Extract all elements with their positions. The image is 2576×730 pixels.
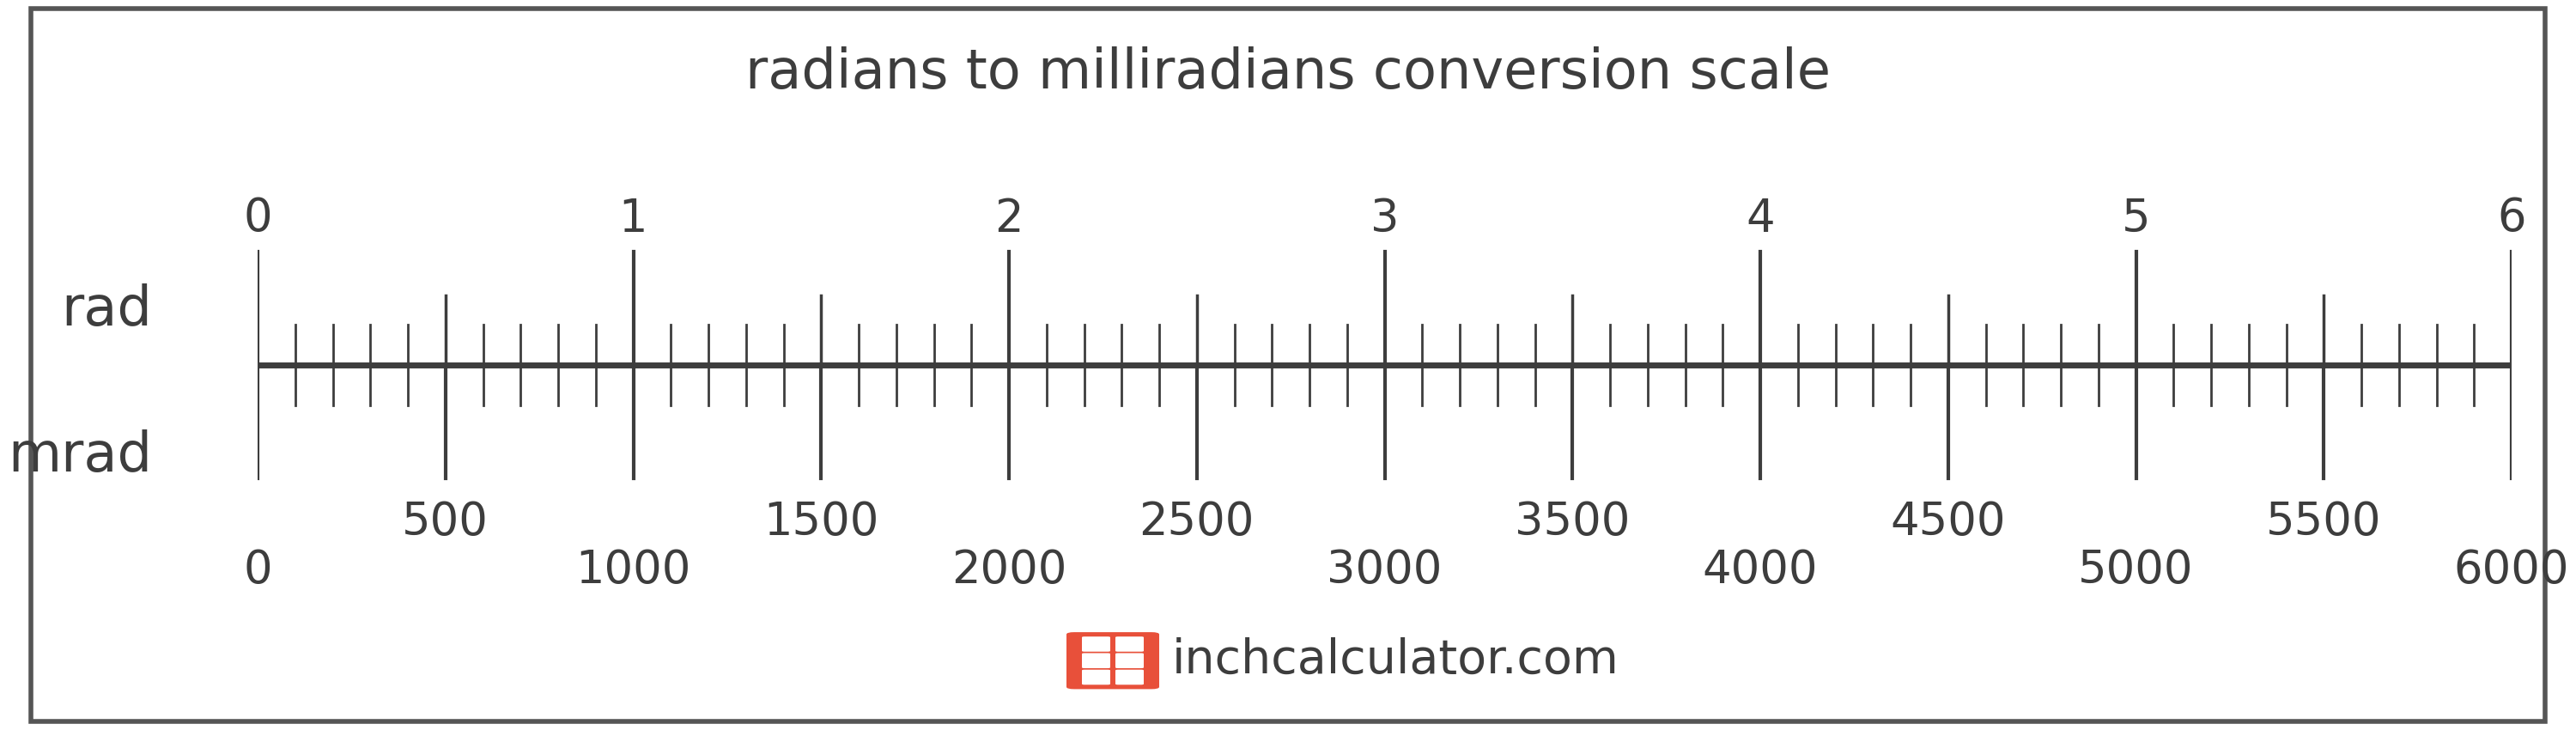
FancyBboxPatch shape <box>1115 653 1144 668</box>
Text: 500: 500 <box>402 500 489 545</box>
FancyBboxPatch shape <box>1115 637 1144 652</box>
Text: 5500: 5500 <box>2267 500 2380 545</box>
FancyBboxPatch shape <box>1082 669 1110 685</box>
Text: 4000: 4000 <box>1703 548 1819 592</box>
Text: 3500: 3500 <box>1515 500 1631 545</box>
Text: 1500: 1500 <box>762 500 878 545</box>
Text: 1000: 1000 <box>574 548 690 592</box>
Text: 2000: 2000 <box>951 548 1066 592</box>
Text: rad: rad <box>62 284 152 337</box>
Text: 2500: 2500 <box>1139 500 1255 545</box>
Text: 4500: 4500 <box>1891 500 2007 545</box>
Text: inchcalculator.com: inchcalculator.com <box>1172 637 1620 684</box>
Text: 3: 3 <box>1370 196 1399 241</box>
Text: 6: 6 <box>2496 196 2527 241</box>
Text: mrad: mrad <box>8 430 152 483</box>
FancyBboxPatch shape <box>1082 637 1110 652</box>
Text: 1: 1 <box>618 196 647 241</box>
Text: 2: 2 <box>994 196 1023 241</box>
Text: 5: 5 <box>2123 196 2151 241</box>
Text: 4: 4 <box>1747 196 1775 241</box>
Text: 5000: 5000 <box>2079 548 2195 592</box>
Text: radians to milliradians conversion scale: radians to milliradians conversion scale <box>744 47 1832 99</box>
FancyBboxPatch shape <box>1066 632 1159 689</box>
FancyBboxPatch shape <box>1115 669 1144 685</box>
FancyBboxPatch shape <box>1082 653 1110 668</box>
Text: 0: 0 <box>242 196 273 241</box>
Text: 6000: 6000 <box>2455 548 2568 592</box>
Text: 0: 0 <box>242 548 273 592</box>
Text: 3000: 3000 <box>1327 548 1443 592</box>
